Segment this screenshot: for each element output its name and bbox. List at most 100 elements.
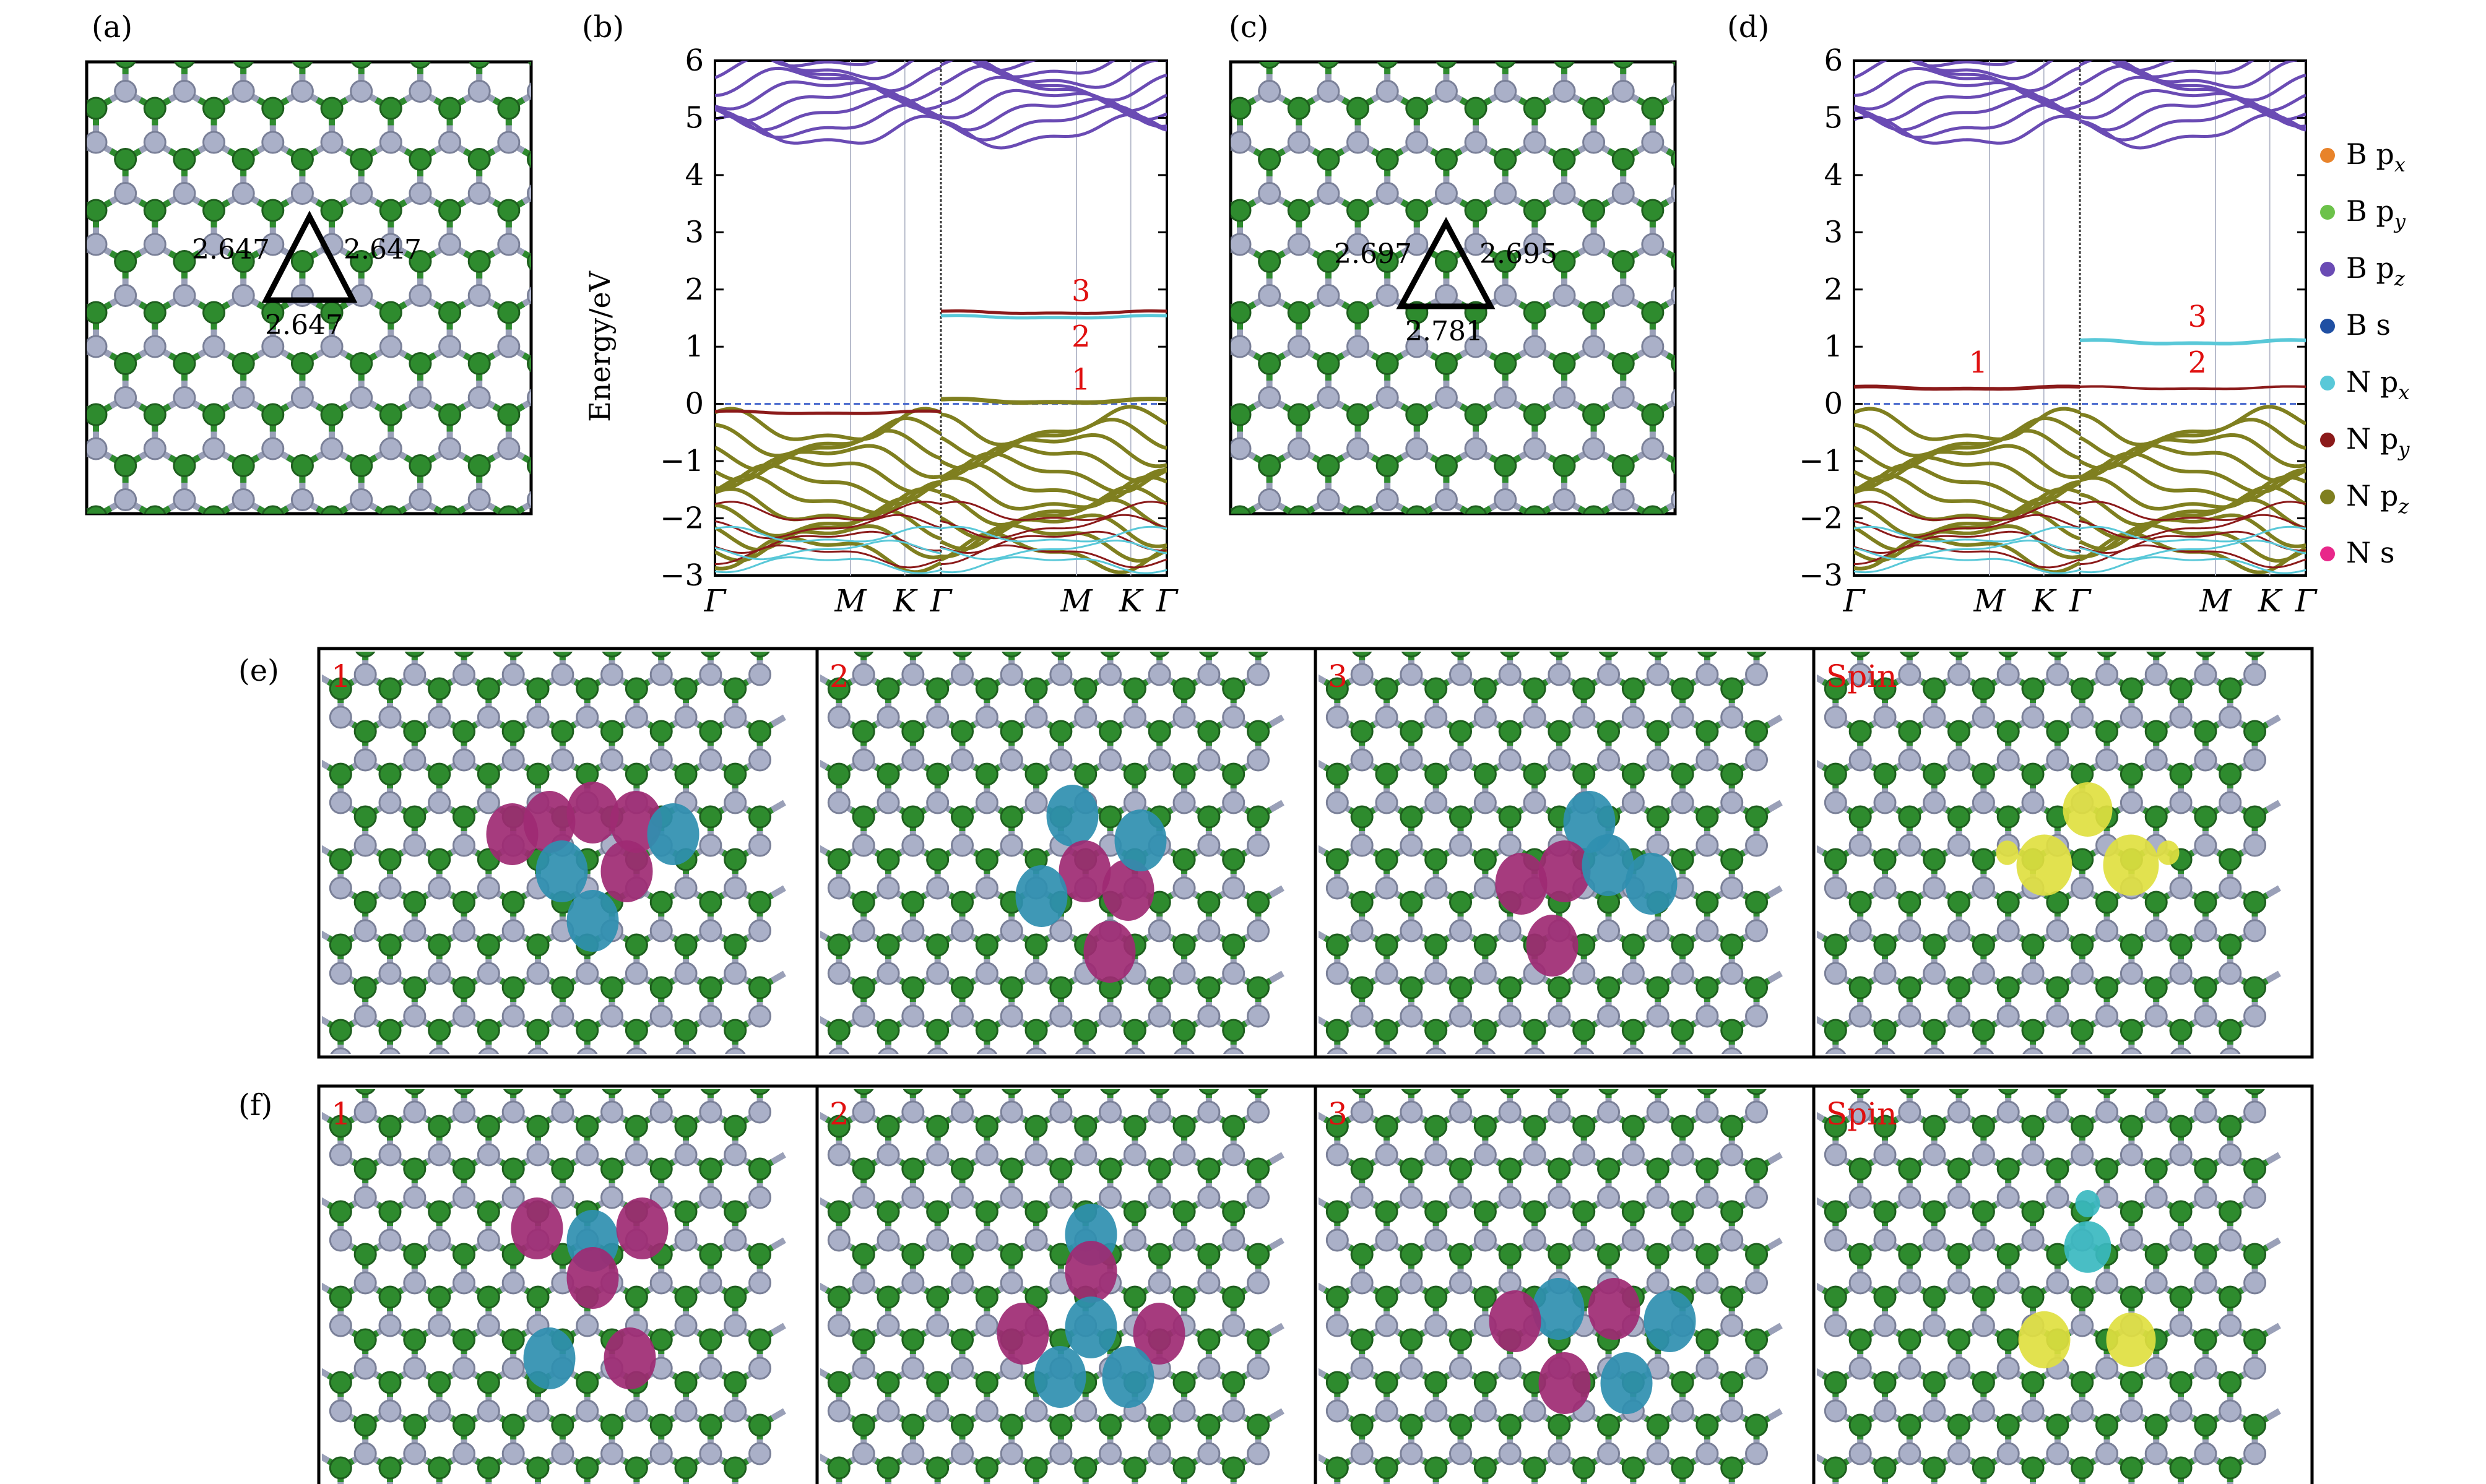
boron-atom <box>852 1413 875 1437</box>
boron-atom <box>1972 677 1995 701</box>
nitrogen-atom <box>501 1357 525 1380</box>
boron-atom <box>1850 1089 1871 1095</box>
boron-atom <box>1200 455 1221 477</box>
nitrogen-atom <box>526 1399 550 1423</box>
boron-atom <box>552 1089 573 1095</box>
nitrogen-atom <box>1425 1047 1447 1054</box>
boron-atom <box>378 1285 402 1309</box>
boron-atom <box>1400 720 1423 743</box>
boron-atom <box>1671 762 1694 786</box>
boron-atom <box>1450 1063 1471 1084</box>
boron-atom <box>1549 1089 1570 1095</box>
nitrogen-atom <box>1074 1143 1098 1167</box>
boron-atom <box>1824 677 1847 701</box>
orbital-lobe <box>1495 853 1548 915</box>
nitrogen-atom <box>173 80 196 103</box>
isosurface-lobes <box>486 782 699 952</box>
nitrogen-atom <box>202 131 226 154</box>
nitrogen-atom <box>1222 1143 1245 1167</box>
nitrogen-atom <box>1288 540 1309 561</box>
boron-atom <box>1247 976 1270 999</box>
nitrogen-atom <box>674 1228 698 1252</box>
boron-atom <box>827 1456 851 1480</box>
nitrogen-atom <box>1436 592 1457 613</box>
nitrogen-atom <box>1376 1047 1397 1054</box>
boron-atom <box>1405 403 1429 426</box>
boron-atom <box>527 558 548 579</box>
boron-atom <box>409 148 432 171</box>
xtick-label: Γ <box>1843 583 1866 619</box>
nitrogen-atom <box>576 962 599 985</box>
boron-atom <box>576 762 599 786</box>
boron-atom <box>2243 1157 2267 1181</box>
nitrogen-atom <box>56 490 77 511</box>
nitrogen-atom <box>497 335 521 358</box>
nitrogen-atom <box>353 834 377 857</box>
nitrogen-atom <box>353 1271 377 1295</box>
nitrogen-atom <box>2046 1004 2069 1028</box>
nitrogen-atom <box>2219 791 2242 814</box>
nitrogen-atom <box>1696 1004 1719 1028</box>
nitrogen-atom <box>2144 748 2168 772</box>
nitrogen-atom <box>2243 1100 2267 1124</box>
nitrogen-atom <box>1449 1271 1473 1295</box>
boron-atom <box>1000 976 1023 999</box>
boron-atom <box>428 1019 451 1042</box>
nitrogen-atom <box>724 1314 747 1337</box>
nitrogen-atom <box>1434 182 1458 205</box>
nitrogen-atom <box>1873 1143 1897 1167</box>
nitrogen-atom <box>1554 592 1575 613</box>
boron-atom <box>477 1285 500 1309</box>
boron-atom <box>1375 762 1398 786</box>
nitrogen-atom <box>403 1442 427 1465</box>
nitrogen-atom <box>1405 437 1429 460</box>
boron-atom <box>501 1328 525 1352</box>
nitrogen-atom <box>724 1399 747 1423</box>
boron-atom <box>477 1371 500 1394</box>
ytick-label: 1 <box>1824 329 1843 364</box>
boron-atom <box>355 652 376 658</box>
band-annotation: 2 <box>2188 345 2207 380</box>
nitrogen-atom <box>901 1271 925 1295</box>
valence-band <box>940 485 1167 527</box>
boron-atom <box>2219 1456 2242 1480</box>
nitrogen-atom <box>350 488 373 511</box>
nitrogen-atom <box>2021 1143 2045 1167</box>
deep-band-npy <box>940 544 1167 569</box>
nitrogen-atom <box>329 1143 352 1167</box>
orbital-row-e: 1 2 3 Spin <box>317 647 2314 1084</box>
boron-atom <box>1554 62 1575 69</box>
boron-atom <box>1582 97 1606 120</box>
boron-atom <box>2146 1063 2167 1084</box>
legend-label: B pz <box>2346 251 2406 290</box>
boron-atom <box>700 652 721 658</box>
boron-atom <box>1377 558 1398 579</box>
nitrogen-atom <box>329 1228 352 1252</box>
boron-atom <box>428 1200 451 1223</box>
boron-atom <box>2047 1063 2068 1084</box>
nitrogen-atom <box>1996 1100 2020 1124</box>
boron-atom <box>2046 976 2069 999</box>
nitrogen-atom <box>1200 183 1221 204</box>
boron-atom <box>600 1413 624 1437</box>
boron-atom <box>699 1328 722 1352</box>
nitrogen-atom <box>403 748 427 772</box>
nitrogen-atom <box>1720 1228 1744 1252</box>
nitrogen-atom <box>1465 540 1486 561</box>
nitrogen-atom <box>699 1357 722 1380</box>
nitrogen-atom <box>1825 1047 1847 1054</box>
nitrogen-atom <box>262 540 284 561</box>
boron-atom <box>724 762 747 786</box>
boron-atom <box>1947 1413 1971 1437</box>
boron-atom <box>2097 1089 2117 1095</box>
boron-atom <box>477 762 500 786</box>
nitrogen-atom <box>901 663 925 686</box>
boron-atom <box>625 762 648 786</box>
nitrogen-atom <box>453 663 476 686</box>
boron-atom <box>901 805 925 829</box>
boron-atom <box>1972 762 1995 786</box>
boron-atom <box>1523 301 1546 324</box>
valence-band <box>1854 496 2081 538</box>
nitrogen-atom <box>1495 592 1516 613</box>
nitrogen-atom <box>1597 919 1621 943</box>
